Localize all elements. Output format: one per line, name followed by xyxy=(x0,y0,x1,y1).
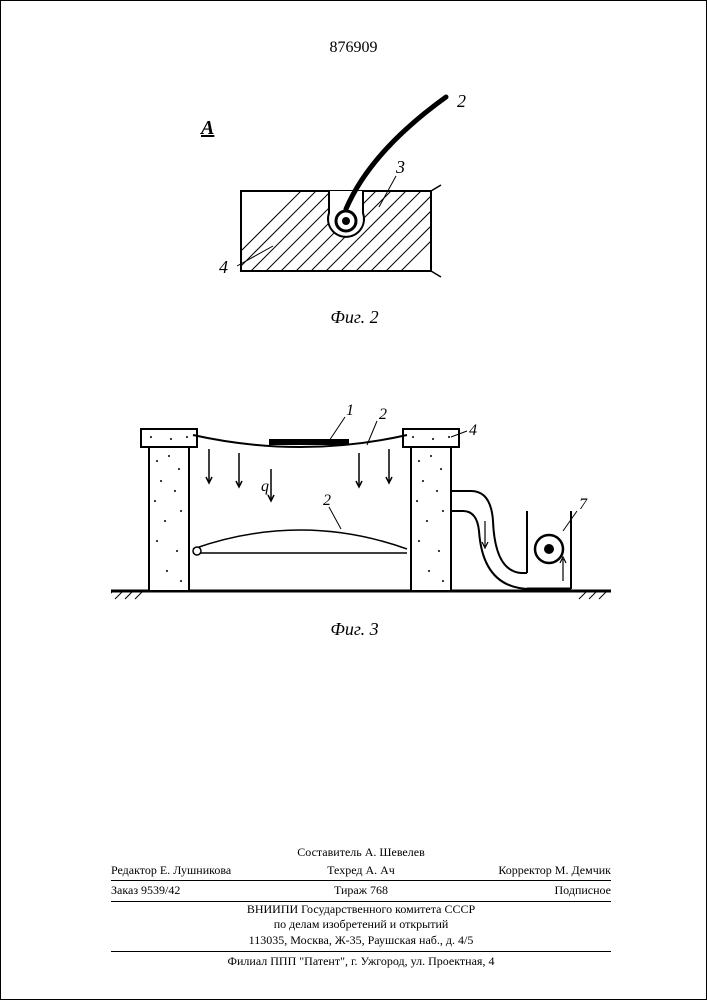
pub-corrector: Корректор М. Демчик xyxy=(444,863,611,879)
divider-3 xyxy=(111,951,611,952)
pub-order: Заказ 9539/42 xyxy=(111,883,278,899)
view-label-a: А xyxy=(201,117,214,140)
figure-3-caption: Фиг. 3 xyxy=(1,619,707,640)
pub-info: Составитель А. Шевелев Редактор Е. Лушни… xyxy=(111,845,611,969)
pub-podpis: Подписное xyxy=(444,883,611,899)
pump xyxy=(527,511,571,589)
pub-editor: Редактор Е. Лушникова xyxy=(111,863,278,879)
pub-compiler: Составитель А. Шевелев xyxy=(111,845,611,861)
pub-org1: ВНИИПИ Государственного комитета СССР xyxy=(111,902,611,918)
figure-2-caption: Фиг. 2 xyxy=(1,307,707,328)
pub-org2: по делам изобретений и открытий xyxy=(111,917,611,933)
figure-2-svg: 2 3 4 xyxy=(211,91,491,301)
callout-3: 3 xyxy=(395,157,405,177)
document-number: 876909 xyxy=(1,39,706,57)
callout-2b: 2 xyxy=(323,492,331,509)
pub-addr1: 113035, Москва, Ж-35, Раушская наб., д. … xyxy=(111,933,611,949)
callout-4: 4 xyxy=(469,422,477,439)
left-column xyxy=(141,429,197,591)
pub-techred: Техред А. Ач xyxy=(278,863,445,879)
q-label: q xyxy=(261,478,269,495)
callout-4: 4 xyxy=(219,257,228,277)
pub-tiraz: Тираж 768 xyxy=(278,883,445,899)
page: 876909 А xyxy=(0,0,707,1000)
callout-2: 2 xyxy=(379,406,387,423)
callout-2: 2 xyxy=(457,91,466,111)
figure-3-svg: q 1 2 2 xyxy=(111,381,611,611)
divider-1 xyxy=(111,880,611,881)
figure-3: q 1 2 2 xyxy=(111,381,611,611)
figure-2: А xyxy=(211,91,491,301)
callout-1: 1 xyxy=(346,402,354,419)
callout-7: 7 xyxy=(579,496,588,513)
pub-filial: Филиал ППП "Патент", г. Ужгород, ул. Про… xyxy=(111,954,611,970)
